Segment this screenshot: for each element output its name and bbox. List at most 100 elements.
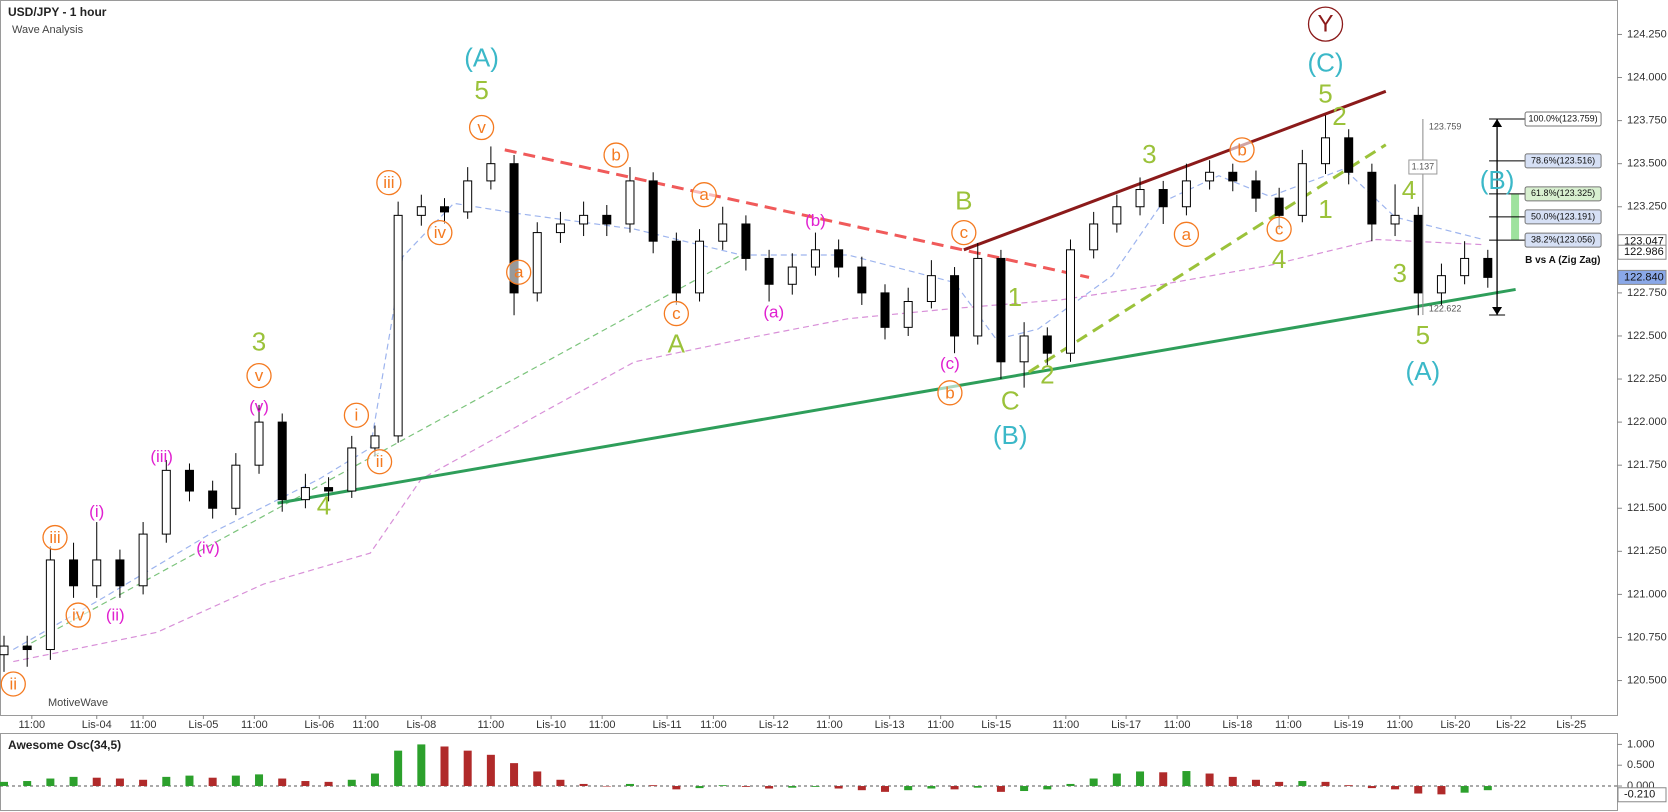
x-tick-label: Lis-22 xyxy=(1496,719,1526,731)
wave-label: (ii) xyxy=(106,606,125,625)
osc-tag-label: -0.210 xyxy=(1624,789,1655,801)
candle-body xyxy=(1413,214,1423,294)
wave-label: 4 xyxy=(317,490,331,520)
fib-arrow xyxy=(1492,306,1503,315)
candle-body xyxy=(277,421,287,501)
candle-body xyxy=(671,240,681,294)
osc-bar xyxy=(996,786,1005,792)
candle-body xyxy=(92,559,102,587)
dashed-line xyxy=(504,148,1090,279)
wave-circle xyxy=(603,142,629,168)
x-tick-label: Lis-10 xyxy=(536,719,566,731)
osc-bar xyxy=(834,786,843,789)
candle-body xyxy=(579,214,589,225)
osc-bar xyxy=(1460,786,1469,793)
x-tick-label: 11:00 xyxy=(816,719,843,731)
wave-label: 3 xyxy=(252,327,266,357)
osc-bar xyxy=(324,781,333,787)
osc-bar xyxy=(510,763,519,787)
osc-bar xyxy=(463,750,472,787)
x-tick-label: 11:00 xyxy=(700,719,727,731)
osc-bar xyxy=(741,786,750,787)
wave-circle xyxy=(506,259,532,285)
chart-subtitle: Wave Analysis xyxy=(12,24,84,36)
candle-body xyxy=(138,533,148,587)
osc-bar xyxy=(625,783,634,787)
chart-title: USD/JPY - 1 hour xyxy=(8,5,107,19)
wave-label: b xyxy=(1237,140,1246,159)
wave-label: 5 xyxy=(1318,79,1332,109)
osc-bar xyxy=(1159,772,1168,787)
y-tick-label: 122.250 xyxy=(1627,373,1667,385)
y-tick-label: 123.500 xyxy=(1627,158,1667,170)
wave-label: B xyxy=(955,185,972,215)
osc-bar xyxy=(1066,783,1075,787)
candle-body xyxy=(393,214,403,437)
wave-circle xyxy=(376,169,402,196)
wave-label: c xyxy=(672,304,681,323)
x-tick-label: Lis-13 xyxy=(875,719,905,731)
wave-label: 3 xyxy=(1392,258,1406,288)
candle-body xyxy=(208,490,218,509)
candle-body xyxy=(602,214,612,225)
y-tick-label: 121.250 xyxy=(1627,545,1667,557)
candle-body xyxy=(787,266,797,285)
y-tick-label: 121.000 xyxy=(1627,588,1667,600)
candle-body xyxy=(857,266,867,294)
fib-label: 38.2%(123.056) xyxy=(1531,235,1595,245)
osc-tick-label: 0.500 xyxy=(1627,759,1655,771)
fib-label: 78.6%(123.516) xyxy=(1531,155,1595,165)
wave-circle xyxy=(1229,137,1255,163)
x-tick-label: Lis-06 xyxy=(304,719,334,731)
osc-bar xyxy=(1298,781,1307,787)
candle-body xyxy=(973,257,983,337)
osc-bar xyxy=(649,785,658,787)
osc-bar xyxy=(1251,779,1260,787)
fib-label-box xyxy=(1524,209,1602,225)
candle-body xyxy=(0,645,9,656)
candle-body xyxy=(1089,223,1099,251)
wave-label: (v) xyxy=(249,397,269,416)
wave-label: 4 xyxy=(1272,244,1286,274)
wave-circle xyxy=(937,380,963,406)
osc-bar xyxy=(1020,786,1029,792)
plot-frame xyxy=(0,0,1618,716)
wave-label: (B) xyxy=(993,420,1028,450)
wave-label: 4 xyxy=(1402,175,1416,205)
fib-label: 50.0%(123.191) xyxy=(1531,211,1595,221)
fib-label-box xyxy=(1524,232,1602,248)
candle-body xyxy=(1158,189,1168,208)
osc-bar xyxy=(23,781,32,787)
osc-bar xyxy=(417,744,426,787)
candle-body xyxy=(231,464,241,509)
x-tick-label: 11:00 xyxy=(1386,719,1413,731)
candle-body xyxy=(532,232,542,294)
y-tick-label: 122.500 xyxy=(1627,330,1667,342)
osc-bar xyxy=(1089,778,1098,787)
candle-body xyxy=(1019,335,1029,363)
fib-label: 100.0%(123.759) xyxy=(1529,113,1598,123)
candle-body xyxy=(834,249,844,268)
candle-body xyxy=(903,301,913,328)
osc-bar xyxy=(1344,785,1353,787)
x-tick-label: Lis-15 xyxy=(981,719,1011,731)
wave-label: 1 xyxy=(1318,194,1332,224)
candle-body xyxy=(1135,189,1145,208)
wave-label: (a) xyxy=(763,302,784,321)
osc-bar xyxy=(1275,781,1284,787)
candle-body xyxy=(463,180,473,213)
candle-body xyxy=(22,645,32,651)
wave-circle xyxy=(1307,6,1344,42)
y-tick-label: 121.750 xyxy=(1627,459,1667,471)
candle-body xyxy=(1065,249,1075,354)
candle-body xyxy=(254,421,264,466)
candle-body xyxy=(1228,171,1238,182)
wave-label: (c) xyxy=(940,354,960,373)
candle-body xyxy=(741,223,751,259)
wave-circle xyxy=(951,219,977,246)
candle-body xyxy=(486,163,496,182)
x-tick-label: 11:00 xyxy=(352,719,379,731)
osc-bar xyxy=(255,774,264,787)
y-tick-label: 120.750 xyxy=(1627,631,1667,643)
